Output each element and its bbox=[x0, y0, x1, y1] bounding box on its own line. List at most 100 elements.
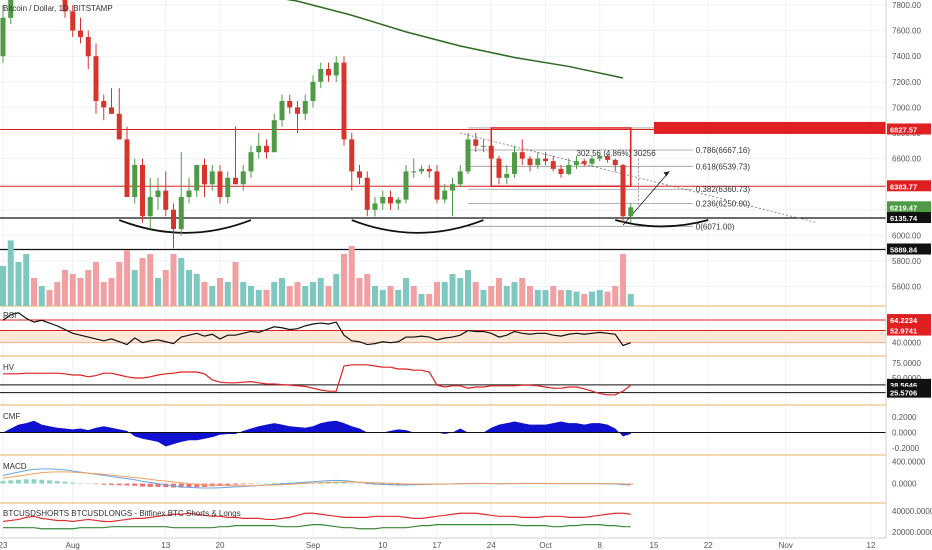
candle-body bbox=[225, 177, 231, 197]
macd-pane bbox=[0, 468, 634, 489]
candle-body bbox=[504, 173, 510, 178]
moving-average-line bbox=[285, 0, 624, 79]
candle-body bbox=[155, 190, 161, 197]
macd-histogram-bar bbox=[101, 483, 107, 485]
price-annotations: 1(6839.43)0.786(6667.16)0.618(6539.73)0.… bbox=[0, 121, 886, 251]
volume-bar bbox=[23, 254, 30, 306]
macd-histogram-bar bbox=[178, 483, 184, 488]
indicator-tick-label: 0.0000 bbox=[892, 480, 917, 489]
volume-bar bbox=[550, 286, 557, 306]
candle-body bbox=[465, 139, 471, 172]
candle-body bbox=[473, 139, 479, 146]
price-tick-label: 5800.00 bbox=[892, 257, 921, 266]
volume-bar bbox=[224, 282, 231, 306]
candle-body bbox=[442, 190, 448, 200]
candle-body bbox=[597, 156, 603, 159]
volume-bar bbox=[93, 262, 99, 306]
volume-bar bbox=[178, 258, 185, 306]
candle-body bbox=[380, 197, 386, 204]
price-tick-label: 7400.00 bbox=[892, 52, 921, 61]
candle-body bbox=[589, 158, 595, 164]
macd-histogram-bar bbox=[54, 481, 60, 484]
price-label-text: 6827.57 bbox=[890, 125, 917, 134]
price-tick-label: 6000.00 bbox=[892, 231, 921, 240]
volume-bar bbox=[372, 286, 378, 306]
volume-bar bbox=[596, 290, 603, 306]
cmf-pane bbox=[0, 420, 886, 447]
volume-bar bbox=[356, 278, 363, 306]
candle-body bbox=[426, 168, 432, 172]
candle-body bbox=[496, 158, 502, 178]
volume-bar bbox=[589, 291, 595, 306]
candle-body bbox=[581, 161, 587, 164]
fib-level-label: 0.786(6667.16) bbox=[696, 146, 751, 155]
macd-histogram-bar bbox=[341, 482, 347, 484]
candle-body bbox=[519, 152, 525, 159]
candle-body bbox=[85, 37, 91, 57]
rsi-label: RSI bbox=[3, 311, 16, 320]
volume-bar bbox=[558, 290, 564, 306]
candle-body bbox=[357, 171, 362, 178]
volume-bar bbox=[108, 278, 115, 306]
volume-bar bbox=[294, 282, 301, 306]
candle-body bbox=[271, 120, 277, 153]
time-tick-label: 24 bbox=[487, 541, 496, 550]
volume-bar bbox=[457, 278, 464, 306]
volume-bar bbox=[488, 286, 495, 306]
volume-bar bbox=[116, 262, 123, 306]
volume-bar bbox=[263, 290, 270, 306]
price-axis[interactable]: 7800.007600.007400.007200.007000.006800.… bbox=[885, 0, 932, 550]
macd-histogram-bar bbox=[85, 483, 91, 485]
macd-histogram-bar bbox=[124, 483, 130, 486]
grid bbox=[0, 0, 886, 538]
rounded-bottom-arc bbox=[351, 219, 484, 234]
volume-bar bbox=[310, 282, 316, 306]
time-axis[interactable]: 23 Aug 13 20 Sep 10 17 24 Oct 8 15 22 Nov 12 bbox=[0, 537, 886, 550]
macd-histogram-bar bbox=[357, 483, 362, 485]
time-tick-label: 10 bbox=[378, 541, 387, 550]
macd-histogram-bar bbox=[155, 483, 161, 487]
volume-bar bbox=[62, 270, 68, 306]
candle-body bbox=[248, 152, 254, 172]
shorts-label: BTCUSDSHORTS BTCUSDLONGS - Bitfinex BTC … bbox=[3, 509, 241, 518]
macd-histogram-bar bbox=[217, 483, 223, 486]
macd-histogram-bar bbox=[70, 482, 76, 484]
candle-body bbox=[395, 199, 401, 204]
rsi-pane bbox=[0, 312, 886, 347]
price-tick-label: 7000.00 bbox=[892, 103, 921, 112]
time-tick-label: 23 bbox=[0, 541, 8, 550]
macd-histogram-bar bbox=[31, 479, 37, 484]
candle-body bbox=[101, 101, 107, 108]
candle-body bbox=[574, 161, 579, 165]
red-zone-band bbox=[654, 121, 886, 134]
candle-body bbox=[279, 101, 285, 121]
candle-body bbox=[132, 165, 138, 197]
trendline bbox=[460, 132, 817, 223]
macd-histogram-bar bbox=[364, 483, 370, 485]
volume-bar bbox=[162, 270, 169, 306]
price-tick-label: 6600.00 bbox=[892, 155, 921, 164]
candle-body bbox=[256, 145, 262, 153]
volume-bar bbox=[193, 274, 200, 306]
volume-bar bbox=[124, 250, 130, 306]
volume-bar bbox=[348, 246, 355, 306]
volume-bar bbox=[472, 282, 479, 306]
volume-bar bbox=[0, 266, 6, 306]
candle-body bbox=[124, 139, 130, 197]
time-tick-label: 15 bbox=[650, 541, 659, 550]
candle-body bbox=[318, 69, 324, 82]
volume-bar bbox=[341, 254, 347, 306]
time-tick-label: 20 bbox=[216, 541, 225, 550]
macd-histogram-bar bbox=[132, 483, 138, 486]
volume-bar bbox=[403, 278, 409, 306]
indicator-label-badge bbox=[887, 386, 931, 398]
volume-bar bbox=[333, 274, 340, 306]
indicator-tick-label: 0.2000 bbox=[892, 413, 917, 422]
indicator-tick-label: -0.2000 bbox=[892, 444, 920, 453]
candle-body bbox=[488, 145, 494, 159]
candle-body bbox=[388, 197, 393, 204]
candle-body bbox=[512, 152, 517, 174]
price-label-text: 5889.84 bbox=[890, 246, 918, 255]
volume-bar bbox=[410, 286, 417, 306]
